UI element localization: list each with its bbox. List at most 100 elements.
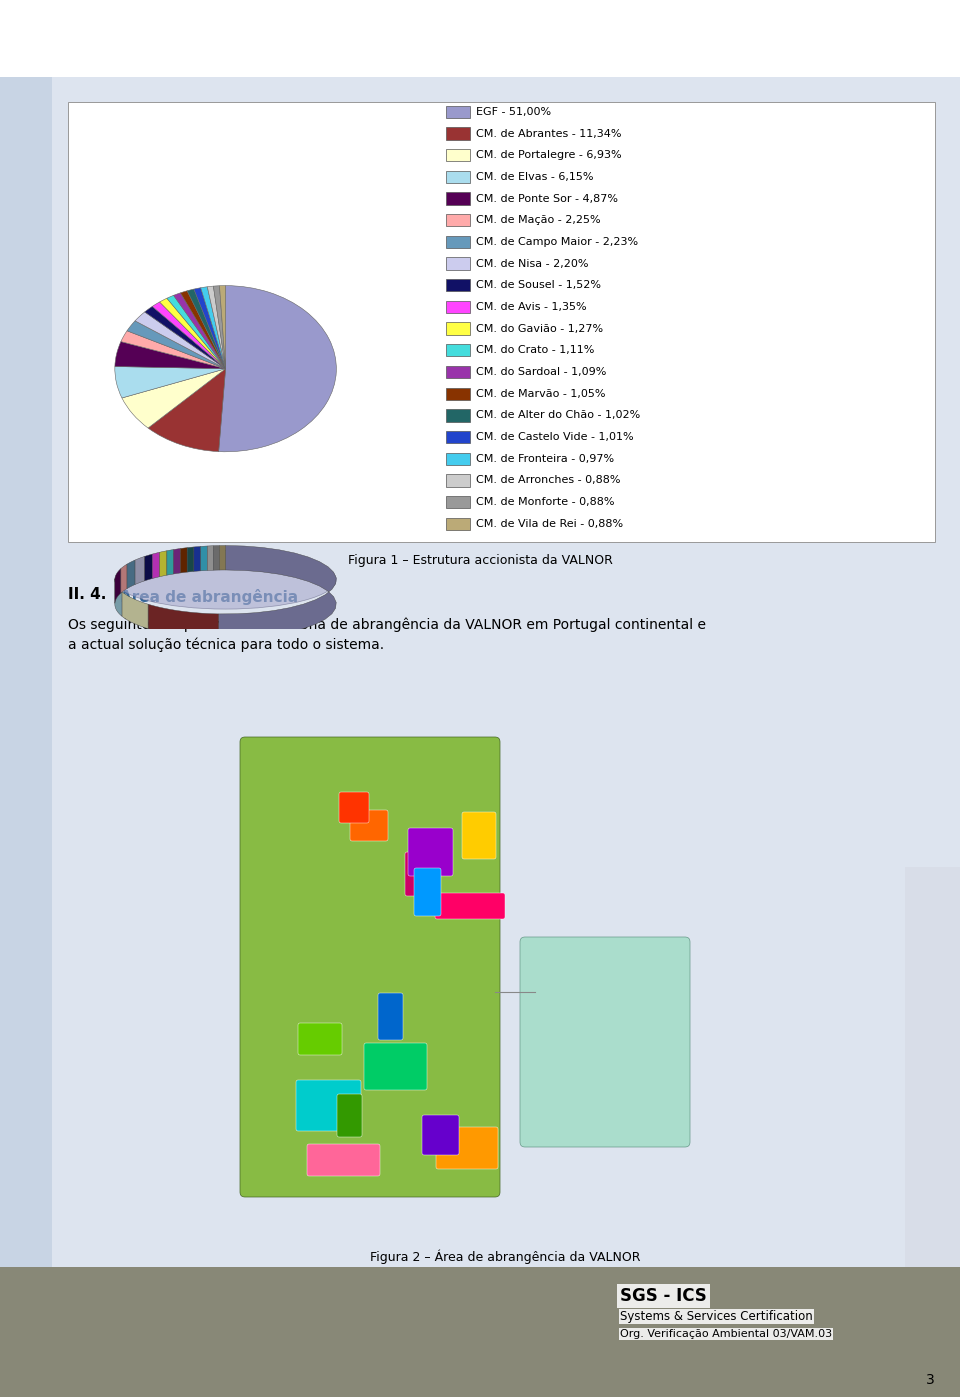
Wedge shape [122,369,226,427]
Bar [445,257,469,270]
Polygon shape [207,546,213,570]
Wedge shape [174,293,226,369]
FancyBboxPatch shape [462,812,496,859]
FancyBboxPatch shape [905,868,960,1267]
Wedge shape [135,312,226,369]
Text: CM. de Fronteira - 0,97%: CM. de Fronteira - 0,97% [476,454,613,464]
Wedge shape [187,289,226,369]
FancyBboxPatch shape [68,102,935,542]
Polygon shape [219,546,336,638]
FancyBboxPatch shape [414,868,441,916]
FancyBboxPatch shape [298,1023,342,1055]
Text: CM. do Sardoal - 1,09%: CM. do Sardoal - 1,09% [476,367,606,377]
Text: CM. de Sousel - 1,52%: CM. de Sousel - 1,52% [476,281,601,291]
Polygon shape [115,569,121,604]
Polygon shape [213,546,220,570]
Text: CM. de Campo Maior - 2,23%: CM. de Campo Maior - 2,23% [476,237,637,247]
FancyBboxPatch shape [436,1127,498,1169]
Polygon shape [194,546,201,571]
Text: Figura 2 – Área de abrangência da VALNOR: Figura 2 – Área de abrangência da VALNOR [370,1249,640,1263]
Bar [445,193,469,205]
Bar [445,409,469,422]
FancyBboxPatch shape [240,738,500,1197]
Wedge shape [153,302,226,369]
Bar [445,214,469,226]
Polygon shape [115,578,122,616]
Text: CM. de Abrantes - 11,34%: CM. de Abrantes - 11,34% [476,129,621,138]
Wedge shape [167,295,226,369]
Polygon shape [145,555,153,581]
Wedge shape [121,331,226,369]
Text: CM. do Crato - 1,11%: CM. do Crato - 1,11% [476,345,594,355]
Bar [445,170,469,183]
Text: Os seguintes mapas mostram a zona de abrangência da VALNOR em Portugal continent: Os seguintes mapas mostram a zona de abr… [68,617,706,631]
Bar [445,323,469,335]
Text: CM. do Gavião - 1,27%: CM. do Gavião - 1,27% [476,324,603,334]
Wedge shape [127,321,226,369]
Bar [445,453,469,465]
Polygon shape [220,546,226,570]
FancyBboxPatch shape [350,810,388,841]
FancyBboxPatch shape [405,852,430,895]
Text: CM. de Ponte Sor - 4,87%: CM. de Ponte Sor - 4,87% [476,194,617,204]
Wedge shape [180,291,226,369]
Wedge shape [145,306,226,369]
Bar [445,430,469,443]
Text: Systems & Services Certification: Systems & Services Certification [620,1310,813,1323]
Wedge shape [207,286,226,369]
Wedge shape [148,369,226,451]
Text: 3: 3 [926,1373,935,1387]
Text: a actual solução técnica para todo o sistema.: a actual solução técnica para todo o sis… [68,637,384,651]
Text: CM. de Marvão - 1,05%: CM. de Marvão - 1,05% [476,388,605,398]
Wedge shape [194,288,226,369]
Text: II. 4.: II. 4. [68,587,107,602]
Polygon shape [135,556,145,584]
Wedge shape [159,298,226,369]
Bar [445,149,469,162]
FancyBboxPatch shape [0,1267,960,1397]
FancyBboxPatch shape [422,1115,459,1155]
Polygon shape [122,592,148,629]
Polygon shape [174,549,180,574]
Bar [445,366,469,379]
FancyBboxPatch shape [0,0,960,77]
Text: CM. de Vila de Rei - 0,88%: CM. de Vila de Rei - 0,88% [476,518,623,528]
FancyBboxPatch shape [378,993,403,1039]
Polygon shape [187,548,194,573]
Polygon shape [180,548,187,573]
Text: Figura 1 – Estrutura accionista da VALNOR: Figura 1 – Estrutura accionista da VALNO… [348,555,612,567]
FancyBboxPatch shape [364,1044,427,1090]
FancyBboxPatch shape [520,937,690,1147]
FancyBboxPatch shape [339,792,369,823]
Text: EGF - 51,00%: EGF - 51,00% [476,108,551,117]
Polygon shape [201,546,207,571]
Text: CM. de Elvas - 6,15%: CM. de Elvas - 6,15% [476,172,593,182]
Text: CM. de Portalegre - 6,93%: CM. de Portalegre - 6,93% [476,151,621,161]
FancyBboxPatch shape [337,1094,362,1137]
Text: CM. de Monforte - 0,88%: CM. de Monforte - 0,88% [476,497,614,507]
Polygon shape [159,550,167,577]
Text: CM. de Castelo Vide - 1,01%: CM. de Castelo Vide - 1,01% [476,432,634,441]
FancyBboxPatch shape [408,828,453,876]
Bar [445,474,469,486]
Bar [445,387,469,400]
Bar [445,518,469,529]
Wedge shape [213,286,226,369]
FancyBboxPatch shape [307,1144,380,1176]
Wedge shape [201,286,226,369]
Wedge shape [219,285,336,451]
Text: CM. de Nisa - 2,20%: CM. de Nisa - 2,20% [476,258,588,268]
Polygon shape [127,560,135,588]
Bar [445,106,469,117]
Text: CM. de Alter do Chão - 1,02%: CM. de Alter do Chão - 1,02% [476,411,640,420]
Bar [445,344,469,356]
FancyBboxPatch shape [435,893,505,919]
Bar [445,300,469,313]
Text: CM. de Mação - 2,25%: CM. de Mação - 2,25% [476,215,600,225]
Bar [445,279,469,292]
Ellipse shape [115,550,336,609]
FancyBboxPatch shape [225,672,715,1242]
Wedge shape [220,285,226,369]
Text: SGS - ICS: SGS - ICS [620,1287,707,1305]
Polygon shape [148,604,219,638]
